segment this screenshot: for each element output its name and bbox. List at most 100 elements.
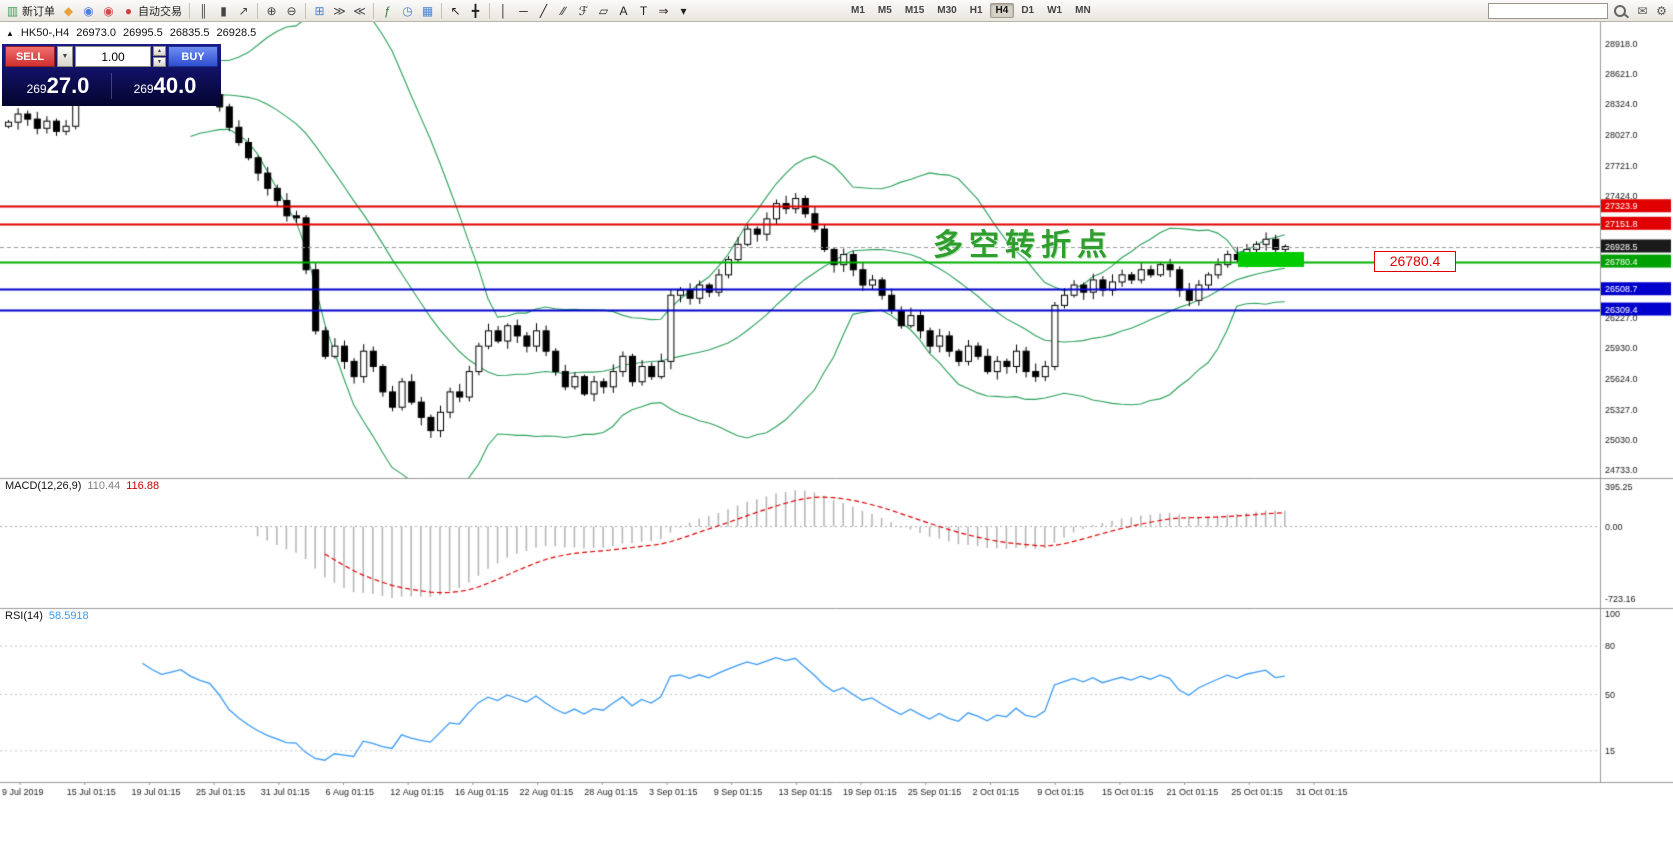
volume-decrease-button[interactable]: ▼ <box>153 57 166 67</box>
vertical-line-icon[interactable]: │ <box>494 3 513 19</box>
toolbar-separator <box>189 2 190 19</box>
indicators-icon: ƒ <box>384 3 391 18</box>
autotrading-button-label: 自动交易 <box>138 5 182 18</box>
rsi-label: RSI(14) 58.5918 <box>5 610 89 622</box>
macd-name: MACD(12,26,9) <box>5 480 82 492</box>
timeframe-m5[interactable]: M5 <box>877 5 892 16</box>
new-order-button[interactable]: ▥ 新订单 <box>3 2 58 20</box>
shapes-icon[interactable]: ▱ <box>594 3 613 19</box>
trendline-icon[interactable]: ╱ <box>534 3 553 19</box>
fibonacci-icon[interactable]: ℱ <box>574 3 593 19</box>
line-chart-icon: ↗ <box>238 3 249 18</box>
timeframe-mn[interactable]: MN <box>1075 5 1091 16</box>
rsi-value: 58.5918 <box>48 610 89 622</box>
chart-shift-icon[interactable]: ≪ <box>350 3 369 19</box>
sell-price[interactable]: 26927.0 <box>5 73 111 99</box>
buy-button[interactable]: BUY <box>168 46 218 67</box>
symbol-period-label: HK50-,H4 <box>20 27 70 39</box>
volume-stepper: ▲ ▼ <box>153 46 166 67</box>
toolbar-separator <box>257 2 258 19</box>
text-icon[interactable]: A <box>614 3 633 19</box>
chat-icon[interactable]: ✉ <box>1637 3 1648 18</box>
rsi-name: RSI(14) <box>5 610 43 622</box>
price-level-callout[interactable]: 26780.4 <box>1374 251 1456 272</box>
one-click-trading-panel: SELL ▼ ▲ ▼ BUY 26927.0 26940.0 <box>2 44 221 106</box>
timeframe-bar: M1 M5 M15 M30 H1 H4 D1 W1 MN <box>845 3 1097 18</box>
cursor-icon[interactable]: ↖ <box>446 3 465 19</box>
favorites-icon: ◆ <box>63 3 74 18</box>
toolbar-separator <box>489 2 490 19</box>
timeframe-h1[interactable]: H1 <box>969 5 983 16</box>
community-icon[interactable]: ◉ <box>99 3 118 19</box>
autotrading-button[interactable]: ● 自动交易 <box>119 2 185 20</box>
timeframe-m15[interactable]: M15 <box>904 5 925 16</box>
search-icon[interactable] <box>1614 4 1626 17</box>
bars-chart-icon: ║ <box>199 3 208 18</box>
crosshair-icon[interactable]: ╋ <box>466 3 485 19</box>
timeframe-m30[interactable]: M30 <box>937 5 957 16</box>
toolbar-separator <box>441 2 442 19</box>
timeframe-h4[interactable]: H4 <box>989 3 1015 18</box>
trendline-icon: ╱ <box>539 3 548 18</box>
toolbar-separator <box>305 2 306 19</box>
sell-price-prefix: 269 <box>26 81 47 96</box>
volume-increase-button[interactable]: ▲ <box>153 46 166 56</box>
zoom-out-icon: ⊖ <box>286 3 297 18</box>
price-chart-canvas[interactable] <box>0 22 1673 857</box>
macd-signal-value: 116.88 <box>126 480 160 492</box>
bars-chart-icon[interactable]: ║ <box>194 3 213 19</box>
low-value: 26835.5 <box>169 27 210 39</box>
profile-icon[interactable]: ◉ <box>79 3 98 19</box>
zoom-out-icon[interactable]: ⊖ <box>282 3 301 19</box>
candlestick-chart-icon[interactable]: ▮ <box>214 3 233 19</box>
label-icon[interactable]: T <box>634 3 653 19</box>
turning-point-annotation: 多空转折点 <box>933 229 1113 262</box>
vertical-line-icon: │ <box>499 3 508 18</box>
settings-icon[interactable]: ⚙ <box>1656 3 1667 18</box>
shapes-icon: ▱ <box>598 3 609 18</box>
fibonacci-icon: ℱ <box>578 3 589 18</box>
toolbar-right: ✉ ⚙ <box>1488 2 1670 19</box>
sell-button[interactable]: SELL <box>5 46 55 67</box>
arrow-tools-icon[interactable]: ⇒ <box>654 3 673 19</box>
crosshair-icon: ╋ <box>471 3 480 18</box>
horizontal-line-icon[interactable]: ─ <box>514 3 533 19</box>
timeframe-m1[interactable]: M1 <box>851 5 865 16</box>
order-type-dropdown[interactable]: ▼ <box>57 46 73 67</box>
macd-label: MACD(12,26,9) 110.44 116.88 <box>5 480 159 492</box>
autotrading-icon: ● <box>124 3 133 18</box>
toolbar: ▥ 新订单 ◆ ◉ ◉ ● 自动交易 ║ ▮ ↗ ⊕ ⊖ ⊞ ≫ ≪ ƒ ◷ ▦ ↖ ╋ │ ─ ╱ ∕∕ ℱ ▱ A T ⇒ ▾ M1 M… <box>0 0 1673 22</box>
indicators-icon[interactable]: ƒ <box>378 3 397 19</box>
volume-input[interactable] <box>75 46 151 67</box>
open-value: 26973.0 <box>76 27 116 39</box>
buy-price-prefix: 269 <box>133 81 154 96</box>
symbol-ohlc-line: ▲ HK50-,H4 26973.0 26995.5 26835.5 26928… <box>6 27 256 40</box>
macd-main-value: 110.44 <box>87 480 121 492</box>
search-input[interactable] <box>1488 2 1608 19</box>
channel-icon[interactable]: ∕∕ <box>554 3 573 19</box>
horizontal-line-icon: ─ <box>519 3 528 18</box>
zoom-in-icon: ⊕ <box>266 3 277 18</box>
line-chart-icon[interactable]: ↗ <box>234 3 253 19</box>
label-icon: T <box>639 3 648 18</box>
sell-price-big: 27.0 <box>46 72 90 98</box>
more-objects-dropdown-icon[interactable]: ▾ <box>674 3 693 19</box>
zoom-in-icon[interactable]: ⊕ <box>262 3 281 19</box>
timeframe-d1[interactable]: D1 <box>1021 5 1035 16</box>
auto-scroll-icon[interactable]: ≫ <box>330 3 349 19</box>
periods-icon[interactable]: ◷ <box>398 3 417 19</box>
arrow-tools-icon: ⇒ <box>658 3 669 18</box>
auto-scroll-icon: ≫ <box>333 3 346 18</box>
tile-windows-icon[interactable]: ⊞ <box>310 3 329 19</box>
symbol-marker-icon: ▲ <box>6 29 14 38</box>
favorites-icon[interactable]: ◆ <box>59 3 78 19</box>
timeframe-w1[interactable]: W1 <box>1047 5 1063 16</box>
templates-icon[interactable]: ▦ <box>418 3 437 19</box>
channel-icon: ∕∕ <box>561 3 566 18</box>
candlestick-chart-icon: ▮ <box>220 3 227 18</box>
toolbar-separator <box>373 2 374 19</box>
buy-price[interactable]: 26940.0 <box>111 72 218 99</box>
new-order-icon: ▥ <box>6 3 19 18</box>
chart-shift-icon: ≪ <box>353 3 366 18</box>
